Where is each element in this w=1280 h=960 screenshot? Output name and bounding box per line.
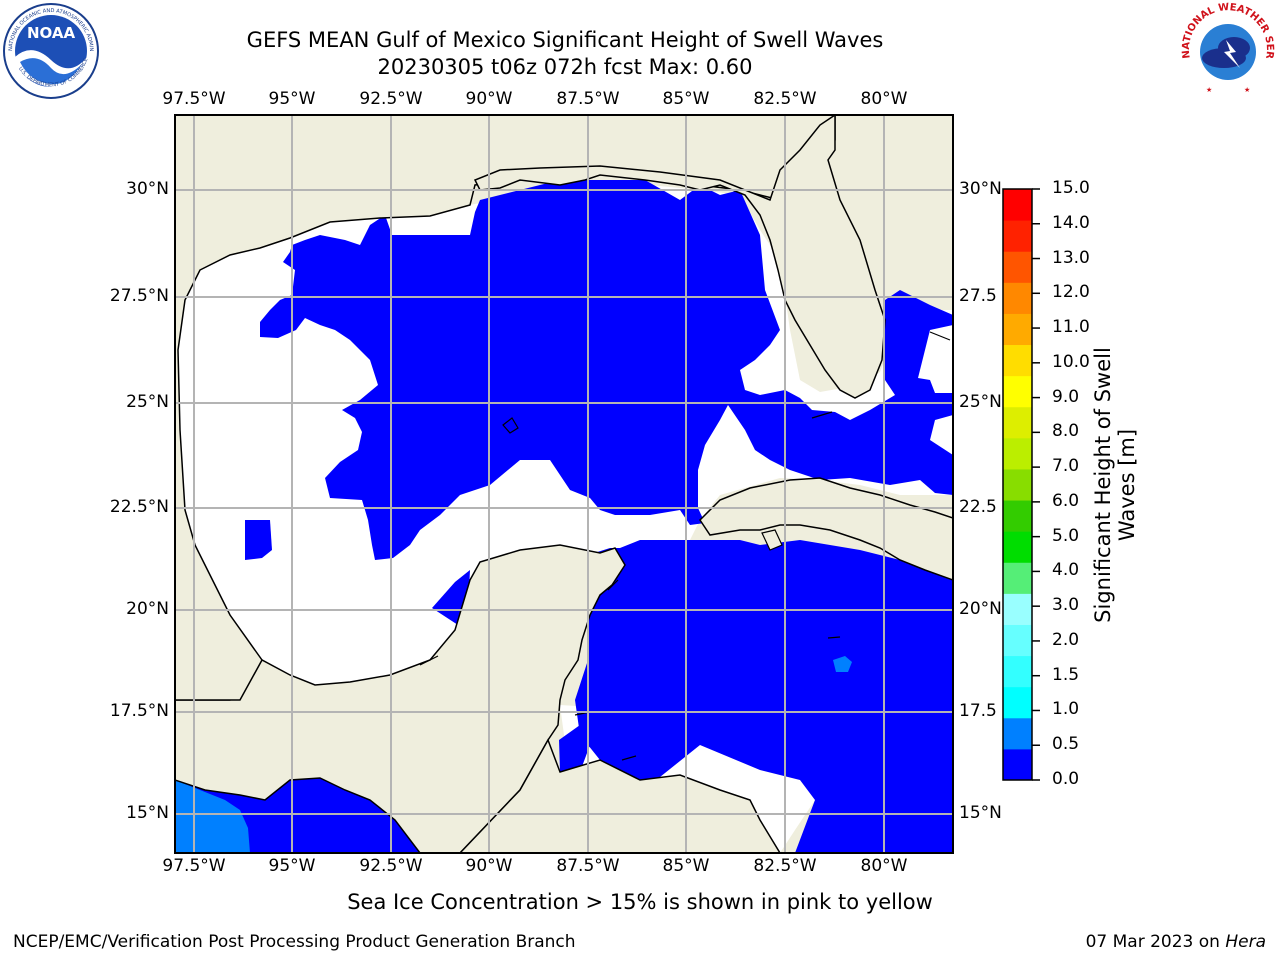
lat-tick-left: 30°N <box>126 179 169 199</box>
colorbar-tick-label: 8.0 <box>1052 421 1080 442</box>
colorbar-segment <box>1003 686 1032 719</box>
colorbar-tick-label: 3.0 <box>1052 595 1080 616</box>
lon-tick-top: 92.5°W <box>359 89 423 109</box>
lon-tick-top: 82.5°W <box>753 89 817 109</box>
nws-logo: NATIONAL WEATHER SERVICE ★ ★ <box>1178 0 1275 97</box>
lat-tick-left: 17.5°N <box>109 701 169 721</box>
colorbar-tick-label: 0.5 <box>1052 734 1080 755</box>
map-subtitle: 20230305 t06z 072h fcst Max: 0.60 <box>377 55 753 79</box>
lat-tick-left: 15°N <box>126 803 169 823</box>
date-text: 07 Mar 2023 on Hera <box>1086 932 1266 952</box>
colorbar-segment <box>1003 406 1032 439</box>
lon-tick-top: 87.5°W <box>556 89 620 109</box>
colorbar-tick-label: 5.0 <box>1052 525 1080 546</box>
date-value: 07 Mar 2023 on <box>1085 932 1220 952</box>
colorbar-segment <box>1003 437 1032 470</box>
colorbar-tick-label: 4.0 <box>1052 560 1080 581</box>
swell-east-caribbean-region <box>575 540 953 853</box>
colorbar-segment <box>1003 500 1032 532</box>
colorbar-segment <box>1003 593 1032 625</box>
lon-tick-bottom: 80°W <box>860 856 908 876</box>
swell-05-1-spot <box>833 656 852 672</box>
lat-tick-right: 15°N <box>959 803 1002 823</box>
lon-tick-top: 97.5°W <box>162 89 226 109</box>
colorbar-segment <box>1003 748 1032 781</box>
colorbar-segment <box>1003 344 1032 377</box>
credit-text: NCEP/EMC/Verification Post Processing Pr… <box>13 932 576 952</box>
colorbar-segment <box>1003 313 1032 346</box>
lat-tick-right: 30°N <box>959 179 1002 199</box>
colorbar-segment <box>1003 562 1032 594</box>
lon-tick-bottom: 95°W <box>268 856 316 876</box>
colorbar-tick-label: 1.5 <box>1052 664 1080 685</box>
colorbar-segment <box>1003 375 1032 408</box>
colorbar-tick-label: 9.0 <box>1052 386 1080 407</box>
lon-tick-bottom: 85°W <box>662 856 710 876</box>
colorbar-tick-label: 13.0 <box>1052 247 1090 268</box>
lat-tick-left: 25°N <box>126 392 169 412</box>
lat-tick-right: 27.5 <box>959 286 997 306</box>
host-name: Hera <box>1225 932 1266 952</box>
colorbar-tick-label: 12.0 <box>1052 282 1090 303</box>
cuba-land <box>699 477 953 581</box>
lat-tick-left: 20°N <box>126 599 169 619</box>
colorbar-label-line1: Significant Height of Swell <box>1091 347 1115 623</box>
colorbar-tick-label: 15.0 <box>1052 178 1090 198</box>
svg-text:★: ★ <box>1206 86 1212 94</box>
lat-tick-right: 17.5 <box>959 701 997 721</box>
colorbar-tick-label: 10.0 <box>1052 351 1090 372</box>
lat-tick-left: 27.5°N <box>109 286 169 306</box>
colorbar-segment <box>1003 189 1032 221</box>
colorbar-segment <box>1003 468 1032 501</box>
map-title: GEFS MEAN Gulf of Mexico Significant Hei… <box>246 28 884 52</box>
colorbar-segment <box>1003 220 1032 252</box>
lon-tick-bottom: 87.5°W <box>556 856 620 876</box>
lat-tick-right: 20°N <box>959 599 1002 619</box>
lon-tick-bottom: 90°W <box>465 856 513 876</box>
lat-tick-right: 25°N <box>959 392 1002 412</box>
central-america-land <box>458 738 781 853</box>
lat-tick-right: 22.5 <box>959 497 997 517</box>
lat-tick-left: 22.5°N <box>109 497 169 517</box>
colorbar-tick-label: 0.0 <box>1052 769 1080 789</box>
colorbar-label-line2: Waves [m] <box>1115 428 1139 542</box>
map-frame <box>174 114 954 854</box>
lon-tick-top: 90°W <box>465 89 513 109</box>
colorbar-tick-label: 1.0 <box>1052 699 1080 720</box>
colorbar-segment <box>1003 282 1032 314</box>
colorbar-segment <box>1003 531 1032 563</box>
colorbar-segment <box>1003 655 1032 688</box>
colorbar-tick-label: 7.0 <box>1052 456 1080 477</box>
swell-0-05-region <box>260 180 953 560</box>
lon-tick-top: 95°W <box>268 89 316 109</box>
colorbar-segment <box>1003 717 1032 750</box>
colorbar-segment <box>1003 251 1032 283</box>
lon-tick-bottom: 92.5°W <box>359 856 423 876</box>
colorbar-tick-label: 6.0 <box>1052 490 1080 511</box>
map-gridlines <box>175 115 953 853</box>
noaa-logo: NOAA NATIONAL OCEANIC AND ATMOSPHERIC AD… <box>2 2 99 99</box>
svg-text:★: ★ <box>1244 86 1250 94</box>
svg-text:NOAA: NOAA <box>27 24 76 42</box>
lon-tick-top: 80°W <box>860 89 908 109</box>
lon-tick-bottom: 97.5°W <box>162 856 226 876</box>
colorbar-segment <box>1003 624 1032 657</box>
sea-ice-note: Sea Ice Concentration > 15% is shown in … <box>347 890 933 914</box>
colorbar-tick-label: 2.0 <box>1052 629 1080 650</box>
colorbar-tick-label: 14.0 <box>1052 212 1090 233</box>
yucatan-land <box>175 544 626 853</box>
colorbar-tick-label: 11.0 <box>1052 317 1090 338</box>
lon-tick-top: 85°W <box>662 89 710 109</box>
lon-tick-bottom: 82.5°W <box>753 856 817 876</box>
